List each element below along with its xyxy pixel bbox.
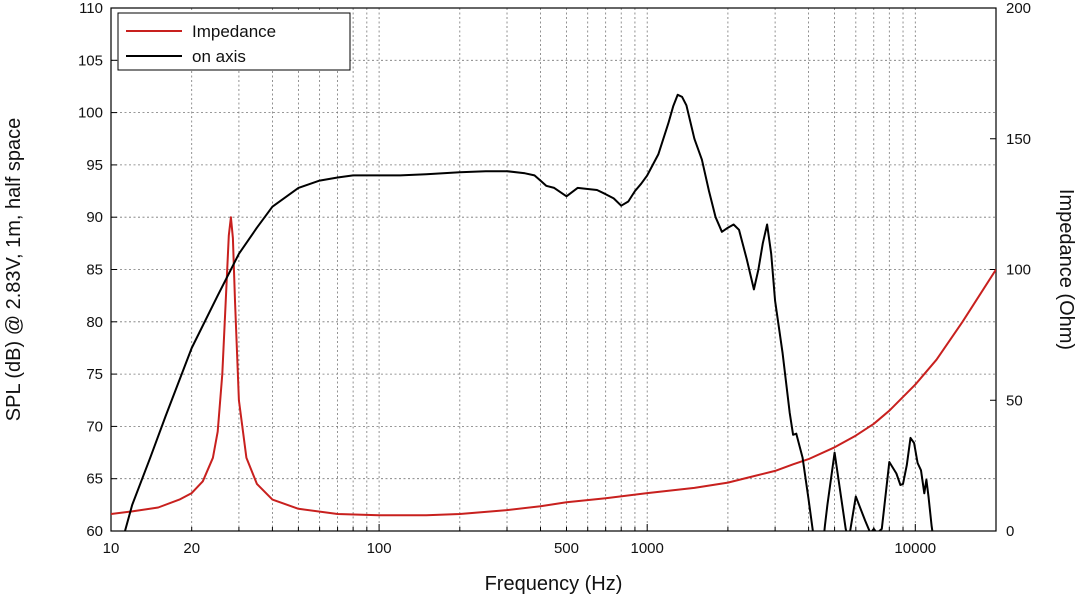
y-axis-right-title: Impedance (Ohm) — [1055, 189, 1077, 350]
x-tick-label: 100 — [367, 540, 392, 557]
y-left-tick-label: 70 — [86, 418, 103, 435]
y-right-tick-label: 100 — [1006, 262, 1031, 279]
legend: Impedance on axis — [117, 12, 351, 71]
y-left-tick-label: 90 — [86, 209, 103, 226]
y-left-tick-label: 60 — [86, 523, 103, 540]
y-axis-left-title: SPL (dB) @ 2.83V, 1m, half space — [3, 118, 25, 421]
y-left-tick-label: 85 — [86, 262, 103, 279]
y-right-tick-label: 0 — [1006, 523, 1014, 540]
y-left-tick-label: 65 — [86, 471, 103, 488]
y-right-tick-label: 200 — [1006, 0, 1031, 17]
y-right-tick-label: 150 — [1006, 131, 1031, 148]
y-left-tick-label: 80 — [86, 314, 103, 331]
x-tick-label: 500 — [554, 540, 579, 557]
legend-label-on-axis: on axis — [192, 47, 246, 66]
x-axis-title: Frequency (Hz) — [485, 573, 623, 595]
series-lines — [111, 93, 996, 531]
series-line-on-axis — [123, 93, 934, 531]
legend-label-impedance: Impedance — [192, 22, 276, 41]
y-right-tick-label: 50 — [1006, 392, 1023, 409]
y-left-tick-label: 100 — [78, 105, 103, 122]
legend-box — [117, 12, 351, 71]
x-tick-label: 10000 — [894, 540, 936, 557]
y-left-tick-label: 75 — [86, 366, 103, 383]
y-left-tick-label: 110 — [79, 0, 103, 17]
x-tick-label: 20 — [183, 540, 200, 557]
grid — [111, 8, 996, 531]
x-tick-label: 10 — [103, 540, 120, 557]
y-left-tick-label: 95 — [86, 157, 103, 174]
y-left-tick-label: 105 — [78, 52, 103, 69]
series-line-impedance — [111, 216, 996, 517]
x-tick-label: 1000 — [631, 540, 664, 557]
axis-ticks: 10 20 100 500 1000 10000606570758085909510010… — [78, 0, 1031, 557]
